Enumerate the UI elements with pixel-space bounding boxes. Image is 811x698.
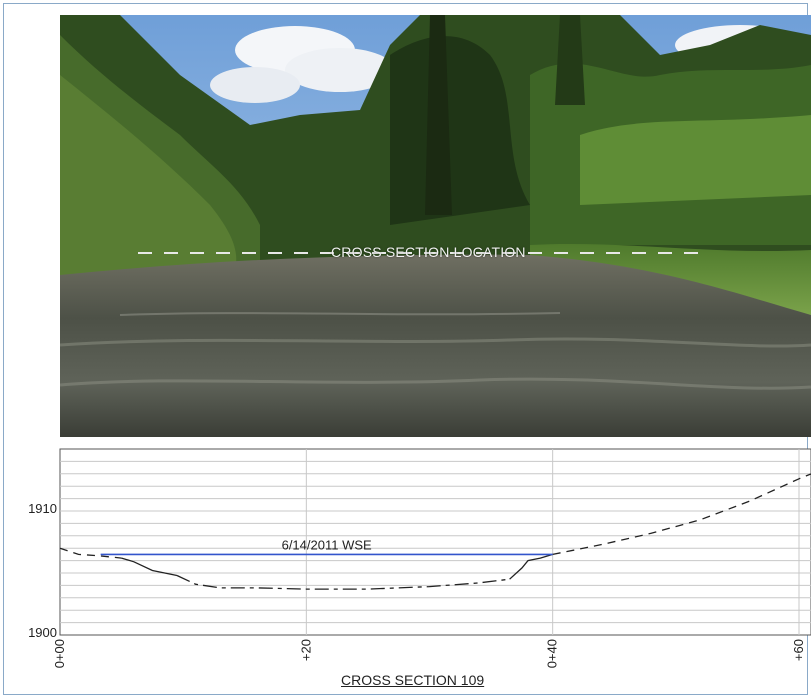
river-photo-illustration — [60, 15, 811, 437]
data-series — [59, 473, 811, 590]
y-tick-label: 1910 — [28, 501, 57, 516]
y-tick-labels: 1900 1910 — [28, 501, 57, 640]
ground-profile-segment — [509, 553, 553, 580]
ground-profile-segment — [59, 547, 122, 559]
wse-label: 6/14/2011 WSE — [282, 537, 372, 552]
x-tick-labels: 0+00 +20 0+40 +60 — [52, 639, 806, 668]
cross-section-location-label: CROSS SECTION LOCATION — [331, 244, 526, 260]
chart-title: CROSS SECTION 109 — [341, 672, 485, 688]
river-photo: CROSS SECTION LOCATION — [60, 15, 811, 437]
x-tick-label: 0+40 — [545, 639, 560, 668]
water-surface-line: 6/14/2011 WSE — [100, 537, 553, 556]
plot-area — [59, 448, 811, 636]
y-tick-label: 1900 — [28, 625, 57, 640]
ground-profile-segment — [176, 574, 510, 590]
x-tick-label: +20 — [298, 639, 313, 661]
x-tick-label: 0+00 — [52, 639, 67, 668]
ground-profile-segment — [552, 473, 811, 556]
x-tick-label: +60 — [791, 639, 806, 661]
gridlines — [60, 449, 811, 635]
ground-profile-segment — [121, 557, 178, 577]
